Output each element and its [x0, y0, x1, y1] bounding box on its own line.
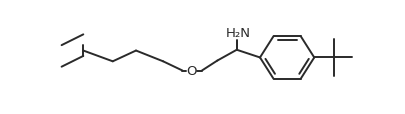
Text: H₂N: H₂N: [225, 26, 250, 39]
Text: O: O: [186, 65, 196, 77]
